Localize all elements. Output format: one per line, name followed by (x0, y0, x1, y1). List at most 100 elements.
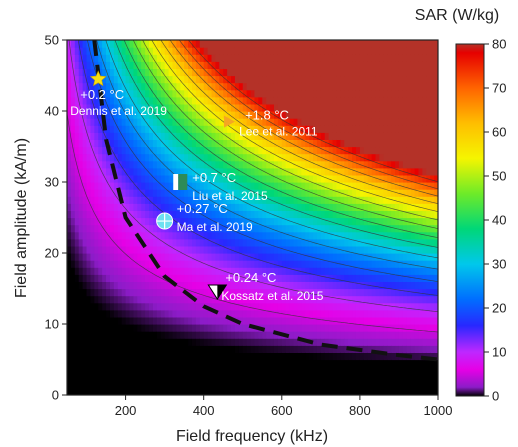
heatmap-cell (426, 146, 431, 155)
heatmap-cell (285, 302, 291, 311)
heatmap-cell (133, 281, 138, 290)
heatmap-cell (414, 359, 420, 368)
heatmap-cell (367, 366, 373, 375)
heatmap-cell (289, 260, 295, 268)
heatmap-cell (82, 217, 88, 226)
heatmap-cell (367, 352, 373, 361)
heatmap-cell (258, 274, 263, 282)
heatmap-cell (313, 302, 318, 311)
heatmap-cell (266, 68, 271, 77)
heatmap-cell (340, 387, 345, 395)
heatmap-cell (363, 295, 369, 304)
heatmap-cell (305, 153, 310, 162)
heatmap-cell (320, 331, 326, 339)
heatmap-cell (223, 146, 228, 155)
heatmap-cell (391, 352, 396, 361)
heatmap-cell (289, 281, 295, 290)
heatmap-cell (410, 118, 416, 126)
heatmap-cell (106, 203, 111, 211)
heatmap-cell (106, 89, 111, 98)
heatmap-cell (414, 253, 420, 261)
marker-temp-label: +1.8 °C (245, 108, 289, 123)
heatmap-cell (406, 68, 412, 77)
heatmap-cell (391, 167, 396, 176)
heatmap-cell (426, 295, 431, 304)
heatmap-cell (305, 267, 310, 275)
heatmap-cell (246, 61, 252, 69)
heatmap-cell (375, 103, 381, 112)
heatmap-cell (82, 160, 88, 169)
heatmap-cell (344, 245, 349, 254)
heatmap-cell (434, 338, 438, 346)
heatmap-cell (359, 82, 365, 91)
heatmap-cell (199, 167, 205, 176)
heatmap-cell (359, 359, 365, 368)
heatmap-cell (273, 217, 279, 226)
heatmap-cell (160, 253, 166, 261)
heatmap-cell (371, 174, 377, 183)
heatmap-cell (379, 61, 384, 69)
heatmap-cell (223, 54, 228, 62)
heatmap-cell (94, 274, 99, 282)
heatmap-cell (223, 210, 228, 219)
heatmap-cell (324, 182, 330, 190)
heatmap-cell (176, 75, 181, 84)
heatmap-cell (281, 345, 287, 353)
heatmap-cell (141, 189, 146, 197)
heatmap-cell (281, 61, 287, 69)
heatmap-cell (219, 373, 224, 382)
heatmap-cell (211, 118, 216, 126)
heatmap-cell (305, 96, 310, 105)
heatmap-cell (94, 359, 99, 368)
heatmap-cell (355, 231, 361, 240)
heatmap-cell (309, 75, 314, 84)
heatmap-cell (285, 153, 291, 162)
heatmap-cell (277, 96, 283, 105)
heatmap-cell (246, 196, 252, 204)
heatmap-cell (106, 380, 111, 389)
heatmap-cell (242, 132, 248, 140)
heatmap-cell (137, 61, 142, 69)
heatmap-cell (90, 324, 95, 332)
heatmap-cell (172, 267, 177, 275)
heatmap-cell (117, 288, 123, 297)
heatmap-cell (289, 103, 295, 112)
heatmap-cell (352, 75, 357, 84)
heatmap-cell (395, 309, 400, 318)
heatmap-cell (250, 231, 256, 240)
heatmap-cell (391, 132, 396, 140)
heatmap-cell (371, 210, 377, 219)
heatmap-cell (410, 103, 416, 112)
heatmap-cell (391, 47, 396, 55)
heatmap-cell (344, 217, 349, 226)
heatmap-cell (141, 89, 146, 98)
heatmap-cell (434, 260, 438, 268)
heatmap-cell (387, 260, 392, 268)
heatmap-cell (352, 118, 357, 126)
heatmap-cell (94, 118, 99, 126)
heatmap-cell (207, 324, 213, 332)
heatmap-cell (102, 345, 107, 353)
heatmap-cell (273, 182, 279, 190)
heatmap-cell (305, 103, 310, 112)
heatmap-cell (336, 274, 341, 282)
heatmap-cell (359, 366, 365, 375)
heatmap-cell (320, 309, 326, 318)
heatmap-cell (86, 380, 92, 389)
heatmap-cell (301, 238, 306, 247)
contour-line (114, 40, 438, 248)
heatmap-cell (406, 324, 412, 332)
heatmap-cell (125, 324, 131, 332)
heatmap-cell (215, 324, 220, 332)
heatmap-cell (320, 302, 326, 311)
heatmap-cell (191, 224, 197, 233)
heatmap-cell (98, 224, 103, 233)
heatmap-cell (387, 82, 392, 91)
heatmap-cell (320, 111, 326, 119)
heatmap-cell (418, 111, 423, 119)
heatmap-cell (285, 316, 291, 325)
heatmap-cell (383, 267, 388, 275)
heatmap-cell (219, 380, 224, 389)
heatmap-cell (215, 366, 220, 375)
heatmap-cell (395, 82, 400, 91)
